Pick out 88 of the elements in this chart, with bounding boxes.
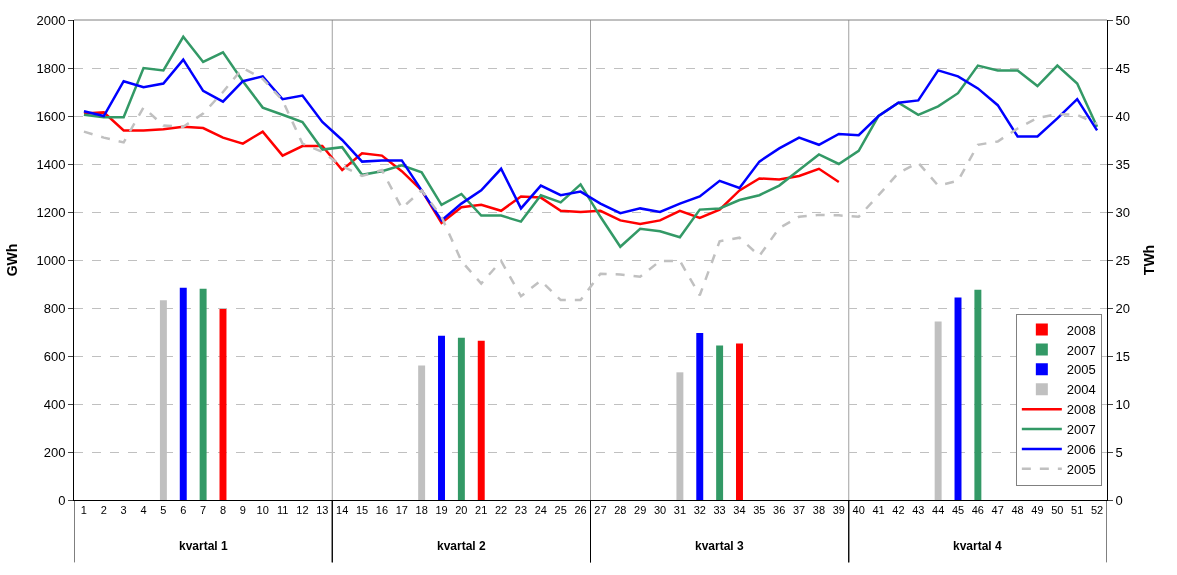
x-tick-label: 7 [200, 504, 207, 517]
legend-label: 2004 [1066, 382, 1096, 398]
x-tick-label: 32 [693, 504, 706, 517]
text: kvartal 1 [179, 539, 229, 553]
x-tick-label: 52 [1090, 504, 1104, 517]
x-tick-label: 48 [1011, 504, 1024, 517]
x-tick-label: 35 [753, 504, 766, 517]
x-tick-label: 38 [812, 504, 826, 517]
x-tick-label: 13 [316, 504, 329, 517]
x-tick-label: 30 [653, 504, 667, 517]
legend-label: 2006 [1066, 442, 1096, 458]
y2-tick-label: 45 [1115, 60, 1131, 76]
x-tick-label: 26 [574, 504, 587, 517]
x-tick-label: 1 [80, 504, 87, 517]
y2-tick-label: 15 [1115, 348, 1131, 364]
x-tick-label: 4 [140, 504, 147, 517]
x-tick-label: 40 [852, 504, 865, 517]
x-tick-label: 42 [892, 504, 905, 517]
x-tick-label: 51 [1071, 504, 1084, 517]
x-tick-label: 9 [239, 504, 246, 517]
x-tick-label: 18 [415, 504, 428, 517]
y-tick-label: 200 [43, 444, 66, 460]
x-tick-label: 50 [1051, 504, 1064, 517]
y-tick-label: 1800 [36, 60, 66, 76]
y2-tick-label: 35 [1115, 156, 1131, 172]
y-tick-label: 600 [43, 348, 66, 364]
x-tick-label: 44 [932, 504, 945, 517]
x-tick-label: 10 [256, 504, 269, 517]
x-tick-label: 45 [951, 504, 965, 517]
x-tick-label: 34 [733, 504, 746, 517]
y2-axis-title: TWh [1141, 244, 1158, 276]
x-tick-label: 39 [832, 504, 845, 517]
legend-label: 2005 [1066, 461, 1096, 477]
y-axis-title: GWh [4, 243, 21, 277]
x-tick-label: 14 [336, 504, 349, 517]
y-tick-label: 0 [58, 492, 66, 508]
x-tick-label: 19 [435, 504, 448, 517]
x-tick-label: 2 [100, 504, 107, 517]
x-tick-label: 46 [971, 504, 985, 517]
y2-tick-label: 30 [1115, 204, 1131, 220]
y-tick-label: 2000 [36, 12, 66, 28]
legend-label: 2008 [1066, 402, 1096, 418]
y-tick-label: 1600 [36, 108, 66, 124]
y2-tick-label: 0 [1115, 492, 1123, 508]
y2-tick-label: 10 [1115, 396, 1131, 412]
y-tick-label: 800 [43, 300, 66, 316]
x-tick-label: 21 [475, 504, 488, 517]
y-tick-label: 1000 [36, 252, 66, 268]
y-tick-label: 1200 [36, 204, 66, 220]
y-tick-label: 400 [43, 396, 66, 412]
legend-label: 2007 [1066, 422, 1096, 438]
x-tick-label: 11 [276, 504, 289, 517]
x-tick-label: 47 [991, 504, 1004, 517]
x-tick-label: 29 [634, 504, 647, 517]
legend-label: 2005 [1066, 362, 1096, 378]
legend-label: 2008 [1066, 322, 1096, 338]
x-tick-label: 43 [912, 504, 925, 517]
x-tick-label: 5 [160, 504, 167, 517]
x-tick-label: 25 [554, 504, 567, 517]
y-tick-label: 1400 [36, 156, 66, 172]
x-tick-label: 31 [673, 504, 687, 517]
text: kvartal 4 [953, 539, 1003, 553]
x-tick-label: 49 [1031, 504, 1044, 517]
x-tick-label: 27 [594, 504, 607, 517]
x-tick-label: 16 [375, 504, 389, 517]
legend-label: 2007 [1066, 342, 1096, 358]
text: kvartal 3 [695, 539, 745, 553]
x-tick-label: 6 [180, 504, 187, 517]
y2-tick-label: 20 [1115, 300, 1131, 316]
x-tick-label: 33 [713, 504, 726, 517]
x-tick-label: 8 [219, 504, 227, 517]
x-tick-label: 22 [494, 504, 508, 517]
y2-tick-label: 40 [1115, 108, 1131, 124]
x-tick-label: 12 [296, 504, 309, 517]
x-tick-label: 3 [120, 504, 127, 517]
text: kvartal 2 [437, 539, 487, 553]
x-tick-label: 20 [455, 504, 468, 517]
x-tick-label: 15 [355, 504, 369, 517]
x-tick-label: 23 [514, 504, 528, 517]
x-tick-label: 37 [792, 504, 806, 517]
x-tick-label: 36 [773, 504, 786, 517]
x-tick-label: 41 [872, 504, 885, 517]
y2-tick-label: 50 [1115, 12, 1131, 28]
y2-tick-label: 25 [1115, 252, 1131, 268]
y2-tick-label: 5 [1115, 444, 1123, 460]
x-tick-label: 24 [534, 504, 547, 517]
x-tick-label: 28 [614, 504, 627, 517]
x-tick-label: 17 [395, 504, 408, 517]
